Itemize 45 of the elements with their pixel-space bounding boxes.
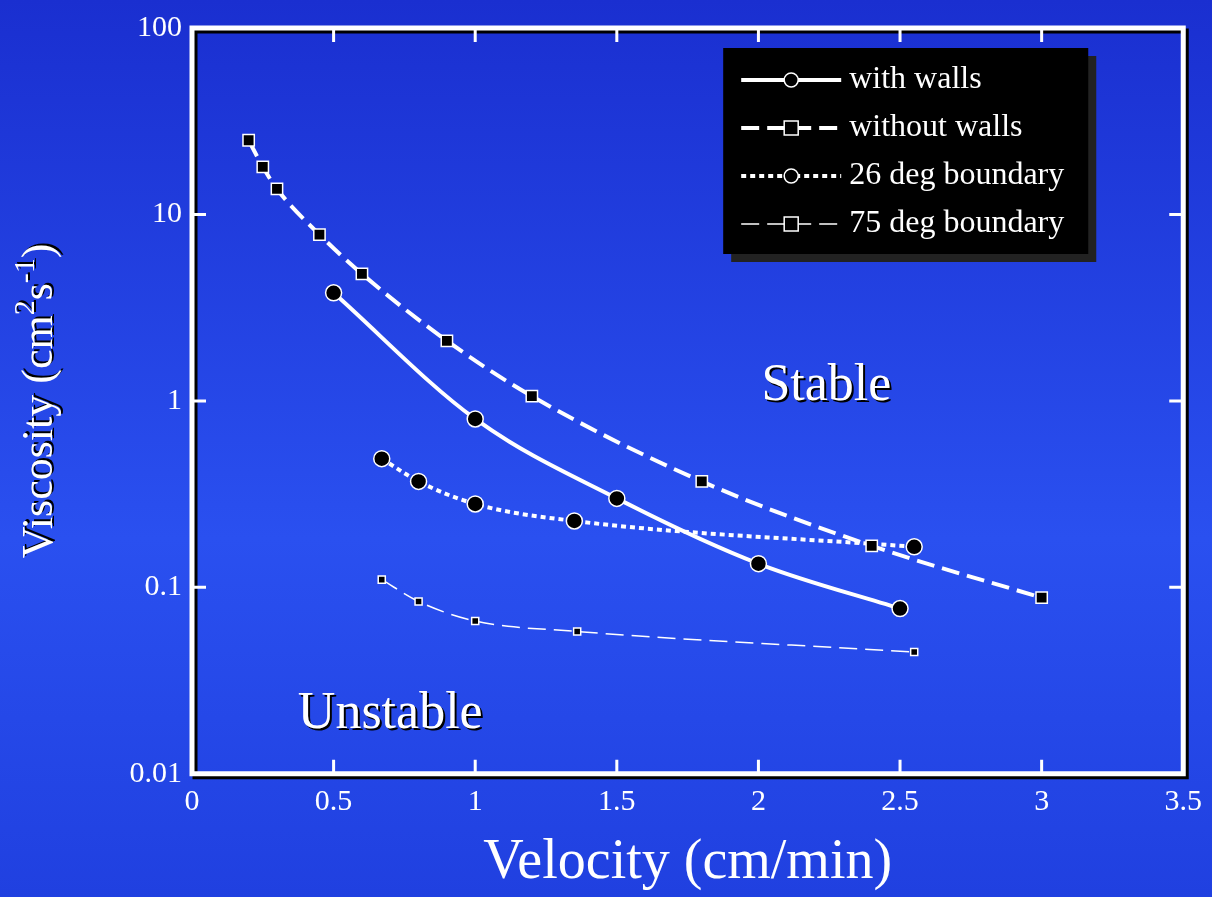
point	[377, 575, 387, 584]
legend-label: with walls	[849, 59, 982, 96]
x-tick-label: 1	[467, 782, 483, 816]
point	[470, 616, 480, 626]
point	[355, 267, 369, 281]
point	[466, 410, 484, 428]
point	[1035, 591, 1049, 605]
annotation: Stable	[763, 355, 894, 413]
y-tick-label: 0.01	[129, 754, 182, 788]
point	[695, 475, 709, 488]
point	[608, 489, 626, 508]
point	[324, 284, 343, 302]
point	[525, 389, 539, 403]
point	[865, 539, 879, 553]
x-tick-label: 2.5	[881, 782, 919, 816]
legend-label: 26 deg boundary	[849, 155, 1065, 192]
point	[373, 449, 391, 468]
point	[414, 597, 423, 606]
x-tick-label: 0.5	[314, 782, 353, 816]
point	[313, 228, 326, 241]
y-tick-label: 100	[137, 8, 182, 42]
x-tick-label: 3.5	[1164, 782, 1202, 816]
point	[891, 599, 909, 618]
point	[905, 538, 923, 556]
legend-label: 75 deg boundary	[849, 203, 1065, 240]
x-tick-label: 3	[1034, 782, 1050, 816]
text: Viscosity (cm2s-1)	[6, 243, 62, 559]
x-tick-label: 1.5	[598, 782, 636, 816]
x-axis-title: Velocity (cm/min)	[483, 828, 893, 892]
point	[466, 495, 484, 513]
annotation: Unstable	[299, 683, 485, 741]
y-tick-label: 10	[152, 195, 182, 229]
point	[565, 512, 584, 530]
point	[409, 472, 428, 491]
point	[440, 334, 454, 348]
point	[909, 647, 919, 657]
legend-label: without walls	[849, 107, 1023, 144]
y-tick-label: 0.1	[144, 568, 182, 602]
point	[749, 554, 768, 573]
point	[572, 627, 582, 636]
x-tick-label: 0	[184, 782, 200, 816]
point	[256, 160, 270, 174]
x-tick-label: 2	[750, 782, 766, 816]
y-tick-label: 1	[167, 381, 182, 415]
point	[242, 133, 256, 147]
